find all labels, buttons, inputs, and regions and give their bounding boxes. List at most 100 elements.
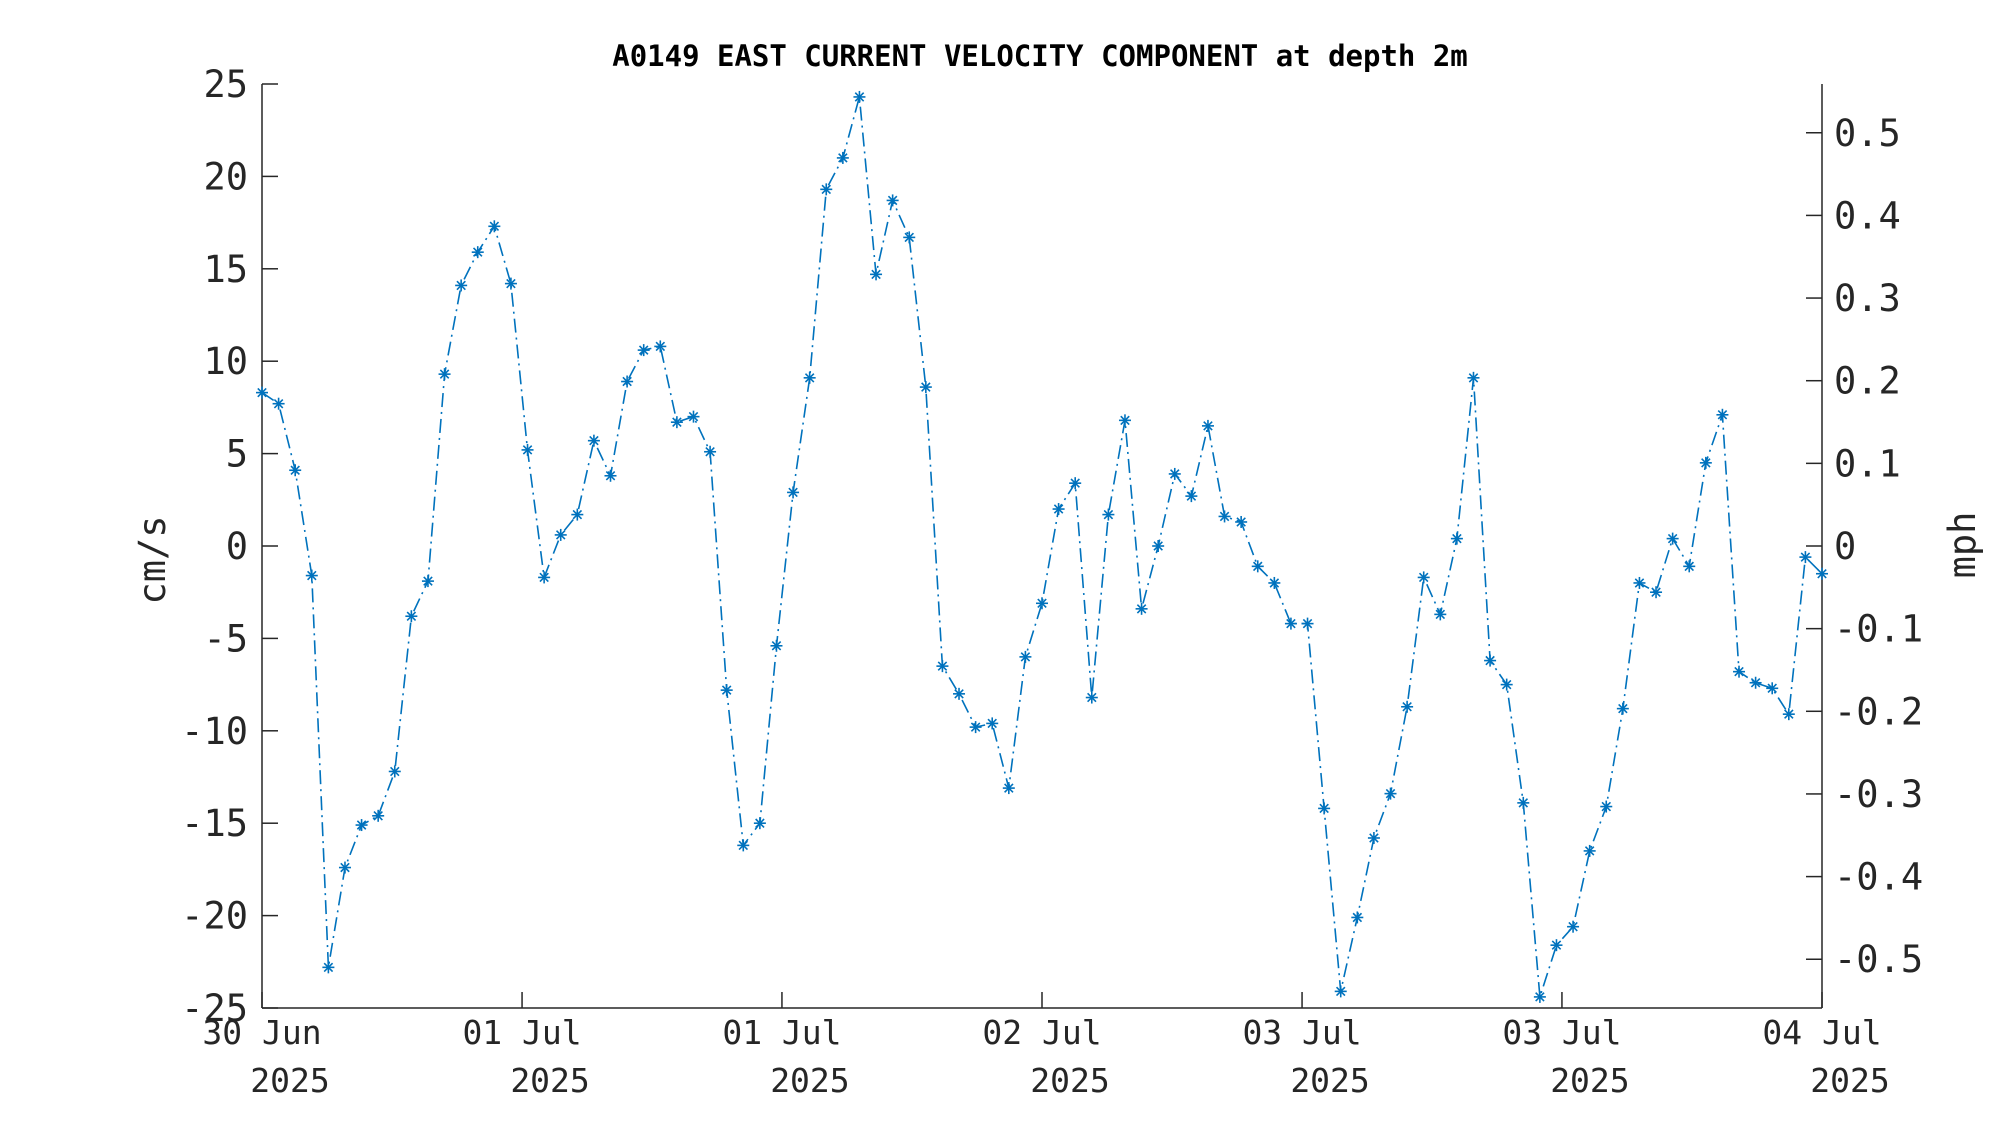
data-point-marker	[1434, 608, 1447, 621]
data-point-marker	[1517, 796, 1530, 809]
data-point-marker	[305, 569, 318, 582]
data-point-marker	[1782, 708, 1795, 721]
y-right-tick-label: -0.5	[1834, 938, 1923, 981]
y-right-tick-label: 0.4	[1834, 194, 1901, 237]
data-point-marker	[919, 381, 932, 394]
data-point-marker	[372, 809, 385, 822]
data-point-marker	[1085, 691, 1098, 704]
data-point-marker	[421, 575, 434, 588]
data-point-marker	[504, 277, 517, 290]
data-point-marker	[1766, 682, 1779, 695]
data-point-marker	[1650, 586, 1663, 599]
x-tick-label-year: 2025	[250, 1061, 329, 1100]
data-point-marker	[1301, 617, 1314, 630]
x-tick-label-date: 02 Jul	[982, 1013, 1101, 1052]
y-tick-label: -20	[181, 895, 248, 938]
data-point-marker	[1666, 532, 1679, 545]
data-point-marker	[1417, 571, 1430, 584]
data-point-marker	[1401, 700, 1414, 713]
data-point-marker	[1251, 560, 1264, 573]
data-point-marker	[737, 839, 750, 852]
data-point-marker	[1019, 650, 1032, 663]
data-point-marker	[1318, 802, 1331, 815]
y-right-tick-label: -0.3	[1834, 773, 1923, 816]
data-point-marker	[1036, 597, 1048, 610]
x-tick-label-year: 2025	[770, 1061, 849, 1100]
data-point-marker	[1716, 408, 1729, 421]
data-point-marker	[1185, 490, 1198, 503]
data-point-marker	[1135, 602, 1148, 615]
y-tick-label: 5	[226, 433, 248, 476]
data-point-marker	[272, 397, 285, 410]
data-point-marker	[787, 486, 800, 499]
x-tick-label-date: 30 Jun	[202, 1013, 321, 1052]
data-point-marker	[870, 268, 883, 281]
y-tick-label: -25	[181, 987, 248, 1030]
y-tick-label: 0	[226, 525, 248, 568]
data-point-marker	[1683, 560, 1696, 573]
data-point-marker	[803, 371, 816, 384]
y-right-tick-label: 0.5	[1834, 112, 1901, 155]
y-right-tick-label: 0	[1834, 525, 1856, 568]
data-point-marker	[1733, 665, 1746, 678]
data-point-marker	[1118, 414, 1131, 427]
x-tick-label-year: 2025	[1290, 1061, 1369, 1100]
data-point-marker	[836, 151, 849, 164]
y-tick-label: -10	[181, 710, 248, 753]
data-point-marker	[1567, 920, 1580, 933]
y-right-tick-label: 0.3	[1834, 277, 1901, 320]
data-point-marker	[604, 469, 617, 482]
data-point-marker	[753, 817, 766, 830]
x-tick-label-year: 2025	[1030, 1061, 1109, 1100]
y-tick-label: 10	[203, 340, 248, 383]
chart-title: A0149 EAST CURRENT VELOCITY COMPONENT at…	[612, 39, 1468, 73]
y-right-tick-label: -0.2	[1834, 690, 1923, 733]
y-axis-right-ticks: -0.5 -0.4 -0.3 -0.2 -0.1 0 0.1 0.2 0.3 0.4 0.5	[1806, 112, 1923, 981]
data-point-marker	[1201, 419, 1214, 432]
data-point-marker	[1268, 576, 1281, 589]
data-point-marker	[1749, 676, 1762, 689]
data-point-marker	[986, 717, 999, 730]
data-point-marker	[654, 340, 667, 353]
data-point-marker	[704, 445, 717, 458]
x-tick-label-date: 01 Jul	[722, 1013, 841, 1052]
y-tick-label: 25	[203, 63, 248, 106]
data-point-marker	[1600, 800, 1613, 813]
data-point-marker	[1002, 782, 1015, 795]
data-point-marker	[820, 183, 833, 196]
data-point-marker	[1235, 515, 1248, 528]
data-point-marker	[1367, 831, 1380, 844]
data-point-marker	[1152, 540, 1165, 552]
y-right-tick-label: -0.1	[1834, 608, 1923, 651]
data-point-marker	[720, 684, 733, 697]
data-point-marker	[521, 443, 534, 456]
y-axis-left-ticks: -25 -20 -15 -10 -5 0 5 10 15 20 25	[181, 63, 278, 1030]
data-point-marker	[554, 528, 567, 541]
data-point-marker	[969, 721, 982, 734]
axes	[261, 84, 1823, 1009]
series-group	[256, 90, 1828, 1003]
data-point-marker	[1351, 911, 1364, 924]
data-point-marker	[1616, 702, 1629, 715]
y-tick-label: 20	[203, 155, 248, 198]
data-point-marker	[1069, 477, 1082, 490]
data-point-marker	[936, 660, 949, 673]
x-tick-label-year: 2025	[1550, 1061, 1629, 1100]
data-point-marker	[1102, 508, 1115, 521]
data-point-marker	[1284, 617, 1297, 630]
y-tick-label: 15	[203, 248, 248, 291]
y-tick-label: -5	[203, 617, 248, 660]
data-point-marker	[438, 368, 451, 381]
data-point-marker	[1633, 576, 1646, 589]
data-point-marker	[571, 508, 584, 521]
data-point-marker	[1550, 939, 1563, 952]
data-point-marker	[538, 571, 551, 584]
data-point-marker	[471, 246, 484, 259]
x-tick-label-date: 01 Jul	[462, 1013, 581, 1052]
y-right-tick-label: 0.2	[1834, 360, 1901, 403]
data-point-marker	[903, 231, 916, 244]
data-point-marker	[621, 375, 634, 388]
data-point-marker	[1334, 985, 1347, 998]
data-point-marker	[355, 819, 368, 832]
